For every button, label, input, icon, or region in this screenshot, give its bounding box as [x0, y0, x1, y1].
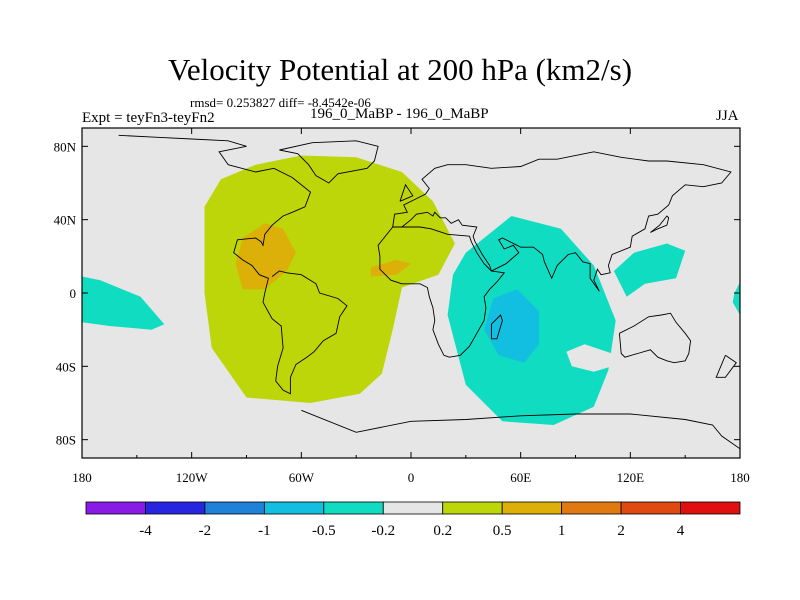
- colorbar-box: [204, 501, 265, 515]
- season-label: JJA: [716, 108, 739, 124]
- contour-negative-anomaly-west-pacific: [613, 243, 686, 297]
- colorbar-label: -1: [258, 523, 271, 539]
- runs-label: 196_0_MaBP - 196_0_MaBP: [310, 106, 489, 122]
- colorbar-label: 0.2: [433, 523, 452, 539]
- y-tick-label: 40N: [54, 213, 77, 228]
- chart-title: Velocity Potential at 200 hPa (km2/s): [167, 52, 633, 87]
- colorbar-box: [323, 501, 384, 515]
- colorbar-label: -0.2: [371, 523, 395, 539]
- colorbar-box: [680, 501, 741, 515]
- experiment-label: Expt = teyFn3-teyFn2: [82, 110, 215, 126]
- y-tick-label: 40S: [56, 359, 76, 374]
- y-tick-label: 0: [70, 286, 77, 301]
- coastline-3: [618, 312, 692, 364]
- contour-negative-anomaly-east-pacific-east: [732, 282, 740, 315]
- coastline-8: [399, 183, 414, 202]
- coastline-4: [279, 140, 379, 184]
- contour-positive-anomaly: [204, 155, 455, 403]
- colorbar-box: [382, 501, 444, 515]
- coastline-2: [392, 151, 732, 292]
- colorbar-box: [85, 501, 146, 515]
- colorbar-label: 4: [677, 523, 685, 539]
- coastline-0: [118, 134, 348, 395]
- axes: 180 120W 60W 0 60E 120E 180 80N 40N 0 40S 80S: [54, 128, 750, 485]
- colorbar-label: -4: [139, 523, 152, 539]
- x-tick-label: 120W: [176, 470, 209, 485]
- y-tick-label: 80N: [54, 139, 77, 154]
- x-tick-label: 120E: [617, 470, 645, 485]
- contour-negative-anomaly-east-pacific-west: [82, 276, 165, 330]
- contour-regions: [82, 155, 740, 425]
- x-tick-label: 60W: [289, 470, 315, 485]
- colorbar-label: -0.5: [312, 523, 336, 539]
- colorbar-box: [442, 501, 503, 515]
- coastline-5: [301, 409, 740, 450]
- coastline-1: [377, 226, 506, 358]
- stats-subtitle: rmsd= 0.253827 diff= -8.4542e-06: [190, 95, 371, 110]
- x-tick-label: 0: [408, 470, 415, 485]
- colorbar-label: 0.5: [493, 523, 512, 539]
- colorbar: -4 -2 -1 -0.5 -0.2 0.2 0.5 1 2 4: [85, 501, 741, 539]
- x-tick-label: 60E: [510, 470, 531, 485]
- colorbar-label: -2: [199, 523, 212, 539]
- colorbar-box: [620, 501, 681, 515]
- coastline-9: [715, 354, 737, 378]
- coastline-6: [490, 314, 503, 340]
- colorbar-box: [561, 501, 622, 515]
- colorbar-label: 2: [617, 523, 625, 539]
- coastline-7: [650, 215, 670, 233]
- x-tick-label: 180: [730, 470, 750, 485]
- coastlines: [118, 134, 740, 450]
- x-tick-label: 180: [72, 470, 92, 485]
- colorbar-box: [263, 501, 325, 515]
- contour-positive-core-south-america: [235, 223, 296, 290]
- plot-background: [82, 128, 740, 458]
- colorbar-label: 1: [558, 523, 566, 539]
- colorbar-box: [501, 501, 563, 515]
- contour-negative-core-indian-ocean: [484, 289, 539, 363]
- contour-positive-core-atlantic: [370, 260, 411, 277]
- colorbar-box: [145, 501, 206, 515]
- contour-neutral-hole: [566, 344, 613, 372]
- y-tick-label: 80S: [56, 433, 76, 448]
